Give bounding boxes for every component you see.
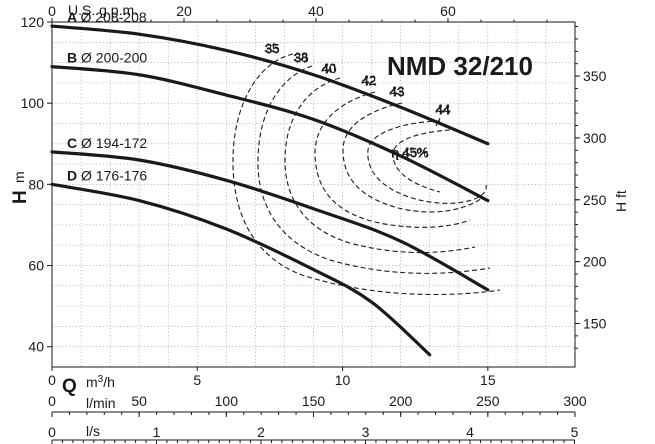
efficiency-curves: 35 38 40 42 43 44 η 45% (232, 40, 501, 296)
curve-a (50, 24, 490, 146)
hft-axis-label: H ft (613, 190, 629, 212)
curve-label-d: D Ø 176-176 (67, 167, 147, 183)
h-tick-label: 120 (21, 14, 45, 30)
efficiency-label: η 45% (392, 145, 429, 160)
lmin-tick-label: 100 (215, 393, 239, 409)
efficiency-label: 40 (322, 61, 336, 76)
chart-title: NMD 32/210 (387, 51, 533, 81)
ls-tick-label: 1 (153, 424, 161, 440)
efficiency-label: 35 (265, 41, 279, 56)
efficiency-label: 44 (436, 102, 450, 117)
efficiency-curve-1 (232, 53, 501, 296)
lmin-tick-label: 300 (563, 393, 587, 409)
h-tick-label: 100 (21, 95, 45, 111)
h-tick-label: 80 (28, 176, 44, 192)
lmin-tick-label: 50 (131, 393, 147, 409)
curve-label-b: B Ø 200-200 (67, 50, 147, 66)
gpm-tick-label: 0 (48, 3, 56, 19)
h-tick-label: 60 (28, 258, 44, 274)
q-axis-label: Q (62, 376, 77, 397)
q-tick-label: 0 (48, 372, 56, 388)
curve-c (50, 150, 490, 292)
ls-axis-label: l/s (86, 423, 100, 439)
lmin-tick-label: 0 (48, 393, 56, 409)
efficiency-curve-5 (342, 102, 483, 213)
ls-tick-label: 5 (571, 424, 579, 440)
efficiency-label: 38 (294, 50, 308, 65)
ls-tick-label: 3 (362, 424, 370, 440)
ls-tick-label: 4 (466, 424, 474, 440)
hft-tick-label: 150 (583, 315, 607, 331)
hft-tick-label: 350 (583, 68, 607, 84)
h-unit-label: m (11, 171, 27, 183)
lmin-tick-label: 250 (476, 393, 500, 409)
h-axis-label: H (10, 190, 31, 204)
curve-d (50, 182, 432, 357)
plot-frame (51, 21, 576, 368)
q-tick-label: 10 (335, 372, 351, 388)
gpm-tick-label: 60 (440, 3, 456, 19)
ls-tick-label: 2 (257, 424, 265, 440)
q-tick-label: 5 (193, 372, 201, 388)
hft-tick-label: 250 (583, 192, 607, 208)
curve-label-a: A Ø 208-208 (67, 9, 147, 25)
efficiency-curve-4 (314, 91, 471, 228)
curve-label-c: C Ø 194-172 (67, 135, 147, 151)
q-tick-label: 15 (480, 372, 496, 388)
h-tick-label: 40 (28, 339, 44, 355)
top-axis-label: U.S. g.p.m. (68, 2, 138, 18)
hft-tick-label: 200 (583, 254, 607, 270)
efficiency-label: 43 (390, 84, 404, 99)
curve-b (50, 65, 490, 203)
ls-tick-label: 0 (48, 424, 56, 440)
hft-tick-label: 300 (583, 130, 607, 146)
performance-curves: A Ø 208-208 B Ø 200-200 C Ø 194-172 D Ø 176… (50, 9, 490, 357)
gpm-tick-label: 20 (176, 3, 192, 19)
lmin-axis-label: l/min (86, 395, 116, 411)
efficiency-curve-7 (392, 129, 451, 193)
efficiency-label: 42 (362, 73, 376, 88)
lmin-tick-label: 200 (389, 393, 413, 409)
efficiency-curve-2 (257, 65, 491, 274)
gpm-tick-label: 40 (308, 3, 324, 19)
grid (52, 22, 575, 367)
efficiency-curve-6 (367, 120, 487, 204)
m3h-axis-label: m3/h (86, 374, 115, 391)
lmin-tick-label: 150 (302, 393, 326, 409)
